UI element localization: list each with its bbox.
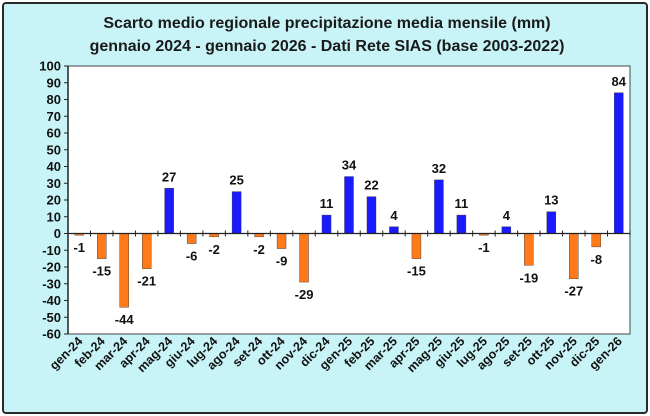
bar-gen-25 — [344, 176, 354, 234]
y-tick-label: -60 — [42, 327, 61, 342]
chart-title: Scarto medio regionale precipitazione me… — [103, 15, 550, 32]
bar-giu-25 — [456, 214, 467, 234]
data-label: 84 — [612, 74, 627, 89]
y-tick-label: 70 — [47, 109, 61, 124]
chart: Scarto medio regionale precipitazione me… — [39, 15, 631, 375]
bar-feb-24 — [97, 233, 107, 259]
bar-nov-24 — [299, 233, 309, 283]
data-label: 27 — [162, 169, 176, 184]
data-label: -8 — [590, 252, 602, 267]
data-label: -6 — [186, 249, 198, 264]
chart-subtitle: gennaio 2024 - gennaio 2026 - Dati Rete … — [90, 38, 565, 55]
data-label: 22 — [364, 178, 378, 193]
bar-mar-25 — [389, 226, 399, 234]
data-label: -29 — [295, 287, 314, 302]
y-tick-label: -20 — [42, 260, 61, 275]
data-label: 13 — [544, 193, 558, 208]
data-label: -27 — [564, 284, 583, 299]
data-label: 34 — [342, 158, 357, 173]
data-label: -1 — [478, 240, 490, 255]
data-label: -21 — [137, 274, 156, 289]
bar-ott-24 — [276, 233, 287, 249]
y-tick-label: 0 — [54, 226, 61, 241]
bar-set-25 — [524, 233, 534, 266]
bar-mar-24 — [119, 233, 129, 308]
y-tick-label: -50 — [42, 310, 61, 325]
y-tick-label: 40 — [47, 159, 61, 174]
data-label: -15 — [92, 264, 111, 279]
data-label: -19 — [519, 270, 538, 285]
data-label: -15 — [407, 264, 426, 279]
bar-feb-25 — [366, 196, 377, 234]
y-tick-label: -10 — [42, 243, 61, 258]
bar-apr-25 — [411, 233, 422, 259]
y-tick-label: 30 — [47, 176, 61, 191]
bar-giu-24 — [186, 233, 197, 244]
bar-dic-24 — [321, 214, 332, 234]
bar-ott-25 — [546, 211, 557, 234]
bar-nov-25 — [569, 233, 579, 279]
bar-gen-26 — [614, 92, 624, 234]
data-label: 11 — [455, 196, 469, 211]
data-label: -2 — [253, 242, 265, 257]
y-tick-label: 10 — [47, 209, 61, 224]
data-label: 32 — [432, 161, 446, 176]
data-label: 25 — [229, 173, 243, 188]
data-label: 4 — [390, 208, 398, 223]
y-tick-label: 90 — [47, 75, 61, 90]
data-label: -9 — [276, 254, 288, 269]
data-label: -44 — [115, 312, 135, 327]
y-tick-label: -40 — [42, 293, 61, 308]
bar-ago-24 — [231, 191, 242, 234]
bar-apr-24 — [141, 233, 152, 269]
bar-mag-24 — [164, 188, 174, 234]
data-label: -1 — [73, 240, 85, 255]
y-tick-label: 60 — [47, 126, 61, 141]
bar-dic-25 — [591, 233, 601, 248]
y-tick-label: 80 — [47, 92, 61, 107]
data-label: 4 — [503, 208, 511, 223]
y-tick-label: 100 — [39, 59, 61, 74]
data-label: 11 — [320, 196, 334, 211]
data-labels: -1 -15 -44 -21 27 -6 -2 25 -2 -9 -29 11 34 22 4 -15 32 11… — [73, 74, 626, 327]
y-tick-label: 50 — [47, 142, 61, 157]
data-label: -2 — [208, 242, 220, 257]
bar-mag-25 — [434, 179, 444, 234]
y-tick-label: -30 — [42, 276, 61, 291]
y-tick-label: 20 — [47, 193, 61, 208]
bars — [74, 92, 624, 308]
bar-ago-25 — [501, 226, 512, 234]
